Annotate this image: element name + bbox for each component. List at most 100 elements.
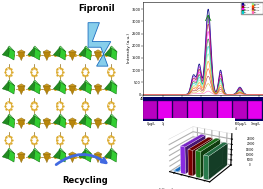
Polygon shape: [18, 86, 25, 94]
Polygon shape: [8, 150, 15, 162]
Polygon shape: [60, 150, 66, 162]
X-axis label: Different concentrations of fipronil: Different concentrations of fipronil: [169, 127, 237, 131]
Polygon shape: [43, 86, 51, 94]
Polygon shape: [43, 118, 51, 120]
Polygon shape: [2, 82, 9, 91]
Polygon shape: [111, 116, 117, 128]
Polygon shape: [69, 120, 76, 129]
Polygon shape: [33, 114, 40, 120]
Polygon shape: [79, 82, 86, 91]
Polygon shape: [8, 148, 15, 154]
Polygon shape: [59, 80, 66, 86]
Polygon shape: [111, 150, 117, 162]
Polygon shape: [28, 82, 35, 91]
Polygon shape: [94, 154, 102, 163]
Polygon shape: [111, 82, 117, 94]
Polygon shape: [60, 82, 66, 94]
Polygon shape: [34, 116, 40, 128]
Polygon shape: [43, 84, 51, 86]
Polygon shape: [28, 116, 35, 125]
Polygon shape: [69, 152, 76, 154]
Polygon shape: [43, 52, 51, 60]
Legend: 0, 10⁻⁶, 5×10⁻⁶, 10⁻⁵, 5×10⁻⁵, 10⁻⁴, 5×10⁻⁴, 10⁻³, 5×10⁻³, 10⁻², 5×10⁻², 10⁻¹: 0, 10⁻⁶, 5×10⁻⁶, 10⁻⁵, 5×10⁻⁵, 10⁻⁴, 5×1…: [241, 2, 262, 14]
Polygon shape: [18, 118, 25, 120]
Bar: [144, 101, 157, 119]
Polygon shape: [33, 80, 40, 86]
Polygon shape: [8, 82, 15, 94]
Polygon shape: [84, 80, 92, 86]
Bar: [173, 101, 187, 119]
Polygon shape: [18, 52, 25, 60]
Polygon shape: [69, 154, 76, 163]
Polygon shape: [53, 48, 60, 57]
Polygon shape: [104, 150, 112, 159]
Polygon shape: [85, 150, 92, 162]
Polygon shape: [104, 116, 112, 125]
Polygon shape: [43, 152, 51, 154]
Polygon shape: [110, 148, 117, 154]
Polygon shape: [2, 116, 9, 125]
Polygon shape: [94, 52, 102, 60]
Polygon shape: [18, 154, 25, 163]
Polygon shape: [59, 114, 66, 120]
Polygon shape: [2, 150, 9, 159]
Polygon shape: [94, 50, 102, 52]
Polygon shape: [43, 154, 51, 163]
Polygon shape: [34, 82, 40, 94]
Bar: [158, 101, 172, 119]
Polygon shape: [110, 114, 117, 120]
Polygon shape: [94, 118, 102, 120]
Polygon shape: [69, 84, 76, 86]
Polygon shape: [33, 46, 40, 52]
Polygon shape: [94, 152, 102, 154]
Polygon shape: [69, 86, 76, 94]
Polygon shape: [43, 120, 51, 129]
Bar: [203, 101, 217, 119]
Polygon shape: [18, 50, 25, 52]
Bar: [188, 101, 202, 119]
Polygon shape: [8, 46, 15, 52]
Polygon shape: [53, 82, 60, 91]
Polygon shape: [84, 148, 92, 154]
Polygon shape: [110, 46, 117, 52]
FancyArrowPatch shape: [56, 154, 106, 165]
Polygon shape: [28, 150, 35, 159]
Polygon shape: [34, 48, 40, 60]
Polygon shape: [33, 148, 40, 154]
Polygon shape: [60, 116, 66, 128]
Polygon shape: [111, 48, 117, 60]
Polygon shape: [53, 150, 60, 159]
Text: Fipronil: Fipronil: [78, 4, 115, 13]
Polygon shape: [85, 48, 92, 60]
Polygon shape: [59, 46, 66, 52]
Polygon shape: [104, 82, 112, 91]
Polygon shape: [2, 48, 9, 57]
Polygon shape: [84, 46, 92, 52]
Polygon shape: [94, 120, 102, 129]
Polygon shape: [85, 116, 92, 128]
Bar: [233, 101, 247, 119]
Polygon shape: [28, 48, 35, 57]
Polygon shape: [8, 114, 15, 120]
Polygon shape: [94, 86, 102, 94]
Polygon shape: [69, 52, 76, 60]
Y-axis label: Intensity (a.u.): Intensity (a.u.): [127, 33, 131, 63]
Polygon shape: [104, 48, 112, 57]
X-axis label: Wavelength (nm): Wavelength (nm): [185, 102, 221, 106]
Polygon shape: [79, 116, 86, 125]
Polygon shape: [8, 48, 15, 60]
Polygon shape: [59, 148, 66, 154]
Polygon shape: [43, 50, 51, 52]
Polygon shape: [84, 114, 92, 120]
Polygon shape: [69, 50, 76, 52]
Polygon shape: [34, 150, 40, 162]
Bar: [248, 101, 262, 119]
Polygon shape: [110, 80, 117, 86]
Polygon shape: [8, 80, 15, 86]
Polygon shape: [18, 120, 25, 129]
Text: Recycling: Recycling: [62, 176, 108, 185]
Bar: [218, 101, 232, 119]
Polygon shape: [8, 116, 15, 128]
Polygon shape: [60, 48, 66, 60]
Polygon shape: [79, 150, 86, 159]
